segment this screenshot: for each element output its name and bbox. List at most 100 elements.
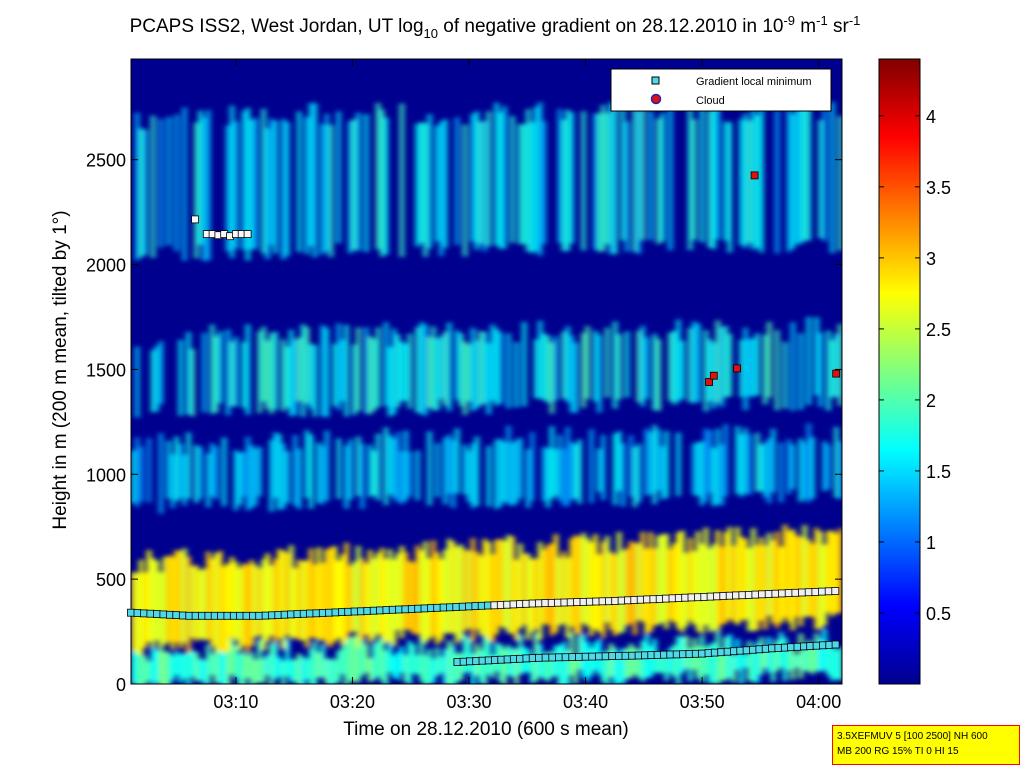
heatmap-cell <box>158 119 164 248</box>
gradient-min-marker <box>653 651 662 659</box>
heatmap-cell <box>304 560 310 648</box>
heatmap-cell <box>612 101 618 255</box>
heatmap-cell <box>798 633 804 679</box>
heatmap-cell <box>759 444 764 492</box>
heatmap-cell <box>154 345 160 412</box>
heatmap-cell <box>435 125 440 242</box>
heatmap-cell <box>660 654 665 673</box>
y-tick-label: 2500 <box>86 151 126 171</box>
heatmap-cell <box>767 438 772 504</box>
heatmap-cell <box>348 637 353 682</box>
heatmap-cell <box>320 446 326 505</box>
gradient-min-marker <box>615 652 623 660</box>
heatmap-cell <box>518 124 523 245</box>
heatmap-cell <box>743 113 748 248</box>
heatmap-cell <box>743 327 748 411</box>
heatmap-cell <box>838 323 842 406</box>
heatmap-cell <box>249 119 254 250</box>
heatmap-cell <box>652 424 657 505</box>
heatmap-cell <box>798 333 804 410</box>
heatmap-cell <box>285 451 290 504</box>
heatmap-cell <box>648 532 653 632</box>
heatmap-cell <box>194 565 199 641</box>
heatmap-cell <box>739 119 744 246</box>
heatmap-cell <box>249 560 254 646</box>
heatmap-cell <box>340 339 345 402</box>
gradient-min-marker <box>452 603 461 611</box>
heatmap-cell <box>794 109 800 245</box>
heatmap-cell <box>407 333 412 409</box>
heatmap-cell <box>691 119 697 240</box>
heatmap-cell <box>601 104 606 252</box>
heatmap-cell <box>822 629 827 671</box>
gradient-min-marker <box>210 611 219 620</box>
heatmap-cell <box>699 543 705 634</box>
heatmap-cell <box>648 110 653 241</box>
heatmap-cell <box>810 437 815 499</box>
heatmap-cell <box>340 647 345 675</box>
heatmap-cell <box>826 530 831 613</box>
gradient-min-marker <box>178 611 187 620</box>
heatmap-cell <box>830 102 835 254</box>
heatmap-cell <box>213 446 219 500</box>
marker-layer <box>127 171 841 666</box>
heatmap-cell <box>739 339 744 397</box>
gradient-min-marker <box>719 592 728 600</box>
gradient-min-marker <box>127 608 135 617</box>
heatmap-cell <box>336 560 341 639</box>
heatmap-cell <box>581 332 586 408</box>
heatmap-cell <box>138 128 144 258</box>
heatmap-cell <box>624 548 630 626</box>
heatmap-cell <box>561 551 566 624</box>
heatmap-cell <box>727 526 732 620</box>
heatmap-cell <box>431 658 436 683</box>
heatmap-cell <box>213 553 219 652</box>
heatmap-cell <box>454 653 460 683</box>
heatmap-cell <box>462 634 468 674</box>
heatmap-cell <box>494 539 499 635</box>
heatmap-cell <box>462 549 468 632</box>
heatmap-cell <box>514 559 519 641</box>
heatmap-cell <box>668 105 673 251</box>
gradient-min-marker <box>806 642 815 650</box>
colorbar-ticks: 0.5 1 1.5 2 2.5 3 3.5 4 <box>879 107 951 624</box>
heatmap-cell <box>581 111 586 251</box>
heatmap-cell <box>751 528 756 632</box>
heatmap-cell <box>450 440 456 508</box>
heatmap-cell <box>506 425 511 505</box>
heatmap-cell <box>506 535 511 634</box>
heatmap-cell <box>427 431 432 506</box>
heatmap-cell <box>249 445 254 509</box>
heatmap-cell <box>715 428 721 505</box>
gradient-min-marker <box>541 599 550 607</box>
heatmap-cell <box>585 641 590 682</box>
heatmap-cell <box>541 446 547 501</box>
heatmap-cell <box>474 436 480 506</box>
heatmap-cell <box>609 643 614 678</box>
heatmap-cell <box>688 103 693 251</box>
heatmap-cell <box>565 109 570 251</box>
heatmap-cell <box>802 649 807 671</box>
heatmap-cell <box>755 333 760 396</box>
heatmap-cell <box>774 640 780 672</box>
gradient-min-marker <box>666 650 675 659</box>
heatmap-cell <box>296 653 302 684</box>
gradient-min-marker <box>601 652 610 661</box>
heatmap-cell <box>166 116 172 246</box>
heatmap-cell <box>352 344 357 415</box>
heatmap-cell <box>407 451 412 497</box>
heatmap-cell <box>466 638 472 673</box>
heatmap-cell <box>198 658 203 681</box>
heatmap-cell <box>427 336 432 408</box>
gradient-min-marker <box>146 609 155 618</box>
gradient-min-marker <box>628 651 637 660</box>
gradient-min-marker <box>223 611 232 620</box>
heatmap-cell <box>372 450 377 496</box>
gradient-min-marker <box>242 611 251 620</box>
heatmap-cell <box>589 429 594 504</box>
heatmap-cell <box>652 333 657 411</box>
heatmap-cell <box>593 330 598 402</box>
heatmap-cell <box>830 339 835 398</box>
heatmap-cell <box>632 446 638 508</box>
